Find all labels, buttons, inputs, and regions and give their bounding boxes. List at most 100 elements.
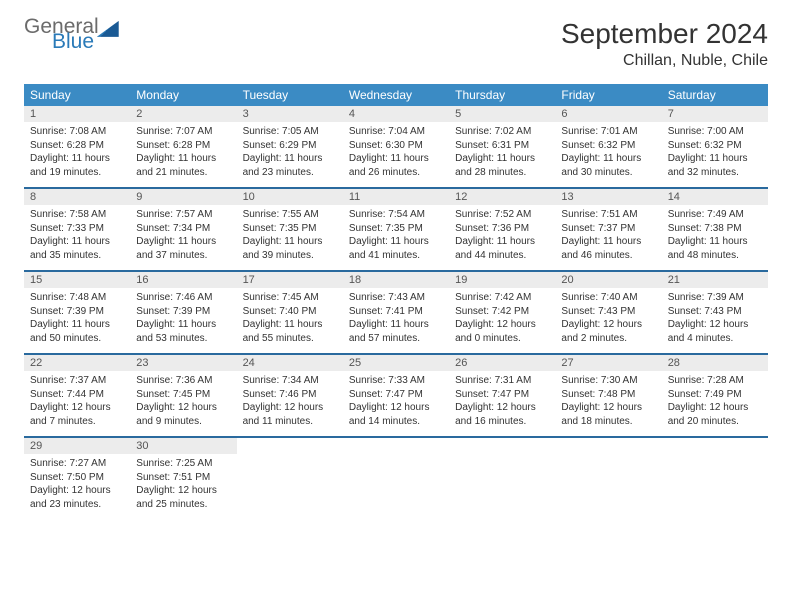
daylight-text-1: Daylight: 11 hours bbox=[668, 235, 762, 249]
daylight-text-1: Daylight: 12 hours bbox=[455, 401, 549, 415]
day-number-cell bbox=[449, 438, 555, 454]
sunset-text: Sunset: 6:30 PM bbox=[349, 139, 443, 153]
daylight-text-1: Daylight: 12 hours bbox=[561, 318, 655, 332]
daylight-text-1: Daylight: 11 hours bbox=[243, 235, 337, 249]
day-header-monday: Monday bbox=[130, 84, 236, 106]
sunrise-text: Sunrise: 7:40 AM bbox=[561, 291, 655, 305]
sunset-text: Sunset: 7:39 PM bbox=[30, 305, 124, 319]
sunset-text: Sunset: 7:34 PM bbox=[136, 222, 230, 236]
day-number-cell: 1 bbox=[24, 106, 130, 122]
sunrise-text: Sunrise: 7:48 AM bbox=[30, 291, 124, 305]
day-content-row: Sunrise: 7:08 AMSunset: 6:28 PM Daylight:… bbox=[24, 122, 768, 188]
sunset-text: Sunset: 7:43 PM bbox=[668, 305, 762, 319]
sunset-text: Sunset: 7:36 PM bbox=[455, 222, 549, 236]
sunrise-text: Sunrise: 7:01 AM bbox=[561, 125, 655, 139]
sunrise-text: Sunrise: 7:54 AM bbox=[349, 208, 443, 222]
daylight-text-2: and 14 minutes. bbox=[349, 415, 443, 429]
daylight-text-1: Daylight: 11 hours bbox=[136, 318, 230, 332]
sunrise-text: Sunrise: 7:55 AM bbox=[243, 208, 337, 222]
daylight-text-2: and 44 minutes. bbox=[455, 249, 549, 263]
sunset-text: Sunset: 7:41 PM bbox=[349, 305, 443, 319]
daylight-text-2: and 19 minutes. bbox=[30, 166, 124, 180]
sunrise-text: Sunrise: 7:46 AM bbox=[136, 291, 230, 305]
day-content-cell: Sunrise: 7:40 AMSunset: 7:43 PMDaylight:… bbox=[555, 288, 661, 354]
daylight-text-1: Daylight: 12 hours bbox=[136, 484, 230, 498]
sunset-text: Sunset: 6:32 PM bbox=[668, 139, 762, 153]
daylight-text-2: and 48 minutes. bbox=[668, 249, 762, 263]
daylight-text-2: and 28 minutes. bbox=[455, 166, 549, 180]
day-number-cell bbox=[555, 438, 661, 454]
day-content-cell: Sunrise: 7:42 AMSunset: 7:42 PMDaylight:… bbox=[449, 288, 555, 354]
day-content-cell: Sunrise: 7:01 AMSunset: 6:32 PMDaylight:… bbox=[555, 122, 661, 188]
daylight-text-2: and 18 minutes. bbox=[561, 415, 655, 429]
daylight-text-2: and 55 minutes. bbox=[243, 332, 337, 346]
day-content-cell: Sunrise: 7:07 AMSunset: 6:28 PMDaylight:… bbox=[130, 122, 236, 188]
day-header-tuesday: Tuesday bbox=[237, 84, 343, 106]
title-block: September 2024 Chillan, Nuble, Chile bbox=[561, 18, 768, 70]
daylight-text-2: and 32 minutes. bbox=[668, 166, 762, 180]
day-header-wednesday: Wednesday bbox=[343, 84, 449, 106]
day-number-cell: 22 bbox=[24, 355, 130, 371]
sunrise-text: Sunrise: 7:08 AM bbox=[30, 125, 124, 139]
day-content-cell: Sunrise: 7:54 AMSunset: 7:35 PMDaylight:… bbox=[343, 205, 449, 271]
daylight-text-1: Daylight: 11 hours bbox=[30, 318, 124, 332]
daylight-text-2: and 57 minutes. bbox=[349, 332, 443, 346]
daylight-text-2: and 37 minutes. bbox=[136, 249, 230, 263]
sunrise-text: Sunrise: 7:27 AM bbox=[30, 457, 124, 471]
location-label: Chillan, Nuble, Chile bbox=[561, 52, 768, 70]
day-content-cell: Sunrise: 7:28 AMSunset: 7:49 PMDaylight:… bbox=[662, 371, 768, 437]
day-content-cell: Sunrise: 7:45 AMSunset: 7:40 PMDaylight:… bbox=[237, 288, 343, 354]
daylight-text-2: and 53 minutes. bbox=[136, 332, 230, 346]
day-content-cell: Sunrise: 7:08 AMSunset: 6:28 PMDaylight:… bbox=[24, 122, 130, 188]
sunrise-text: Sunrise: 7:42 AM bbox=[455, 291, 549, 305]
day-number-cell: 25 bbox=[343, 355, 449, 371]
sunset-text: Sunset: 7:39 PM bbox=[136, 305, 230, 319]
sunrise-text: Sunrise: 7:02 AM bbox=[455, 125, 549, 139]
day-content-cell: Sunrise: 7:57 AMSunset: 7:34 PMDaylight:… bbox=[130, 205, 236, 271]
day-number-cell: 14 bbox=[662, 189, 768, 205]
day-content-row: Sunrise: 7:58 AMSunset: 7:33 PMDaylight:… bbox=[24, 205, 768, 271]
day-content-cell: Sunrise: 7:05 AMSunset: 6:29 PMDaylight:… bbox=[237, 122, 343, 188]
sunrise-text: Sunrise: 7:57 AM bbox=[136, 208, 230, 222]
daylight-text-2: and 25 minutes. bbox=[136, 498, 230, 512]
page-header: General Blue September 2024 Chillan, Nub… bbox=[24, 18, 768, 70]
day-number-cell: 20 bbox=[555, 272, 661, 288]
day-content-cell bbox=[662, 454, 768, 519]
sunrise-text: Sunrise: 7:37 AM bbox=[30, 374, 124, 388]
sunrise-text: Sunrise: 7:31 AM bbox=[455, 374, 549, 388]
day-header-row: Sunday Monday Tuesday Wednesday Thursday… bbox=[24, 84, 768, 106]
daylight-text-2: and 30 minutes. bbox=[561, 166, 655, 180]
day-number-cell: 8 bbox=[24, 189, 130, 205]
day-content-cell: Sunrise: 7:51 AMSunset: 7:37 PMDaylight:… bbox=[555, 205, 661, 271]
day-header-sunday: Sunday bbox=[24, 84, 130, 106]
daylight-text-2: and 41 minutes. bbox=[349, 249, 443, 263]
sunset-text: Sunset: 6:28 PM bbox=[30, 139, 124, 153]
daylight-text-1: Daylight: 11 hours bbox=[136, 235, 230, 249]
sunset-text: Sunset: 7:35 PM bbox=[243, 222, 337, 236]
daylight-text-1: Daylight: 12 hours bbox=[136, 401, 230, 415]
day-header-thursday: Thursday bbox=[449, 84, 555, 106]
day-number-cell: 15 bbox=[24, 272, 130, 288]
day-content-cell: Sunrise: 7:48 AMSunset: 7:39 PMDaylight:… bbox=[24, 288, 130, 354]
day-number-cell: 19 bbox=[449, 272, 555, 288]
daylight-text-1: Daylight: 11 hours bbox=[30, 235, 124, 249]
daylight-text-1: Daylight: 11 hours bbox=[455, 235, 549, 249]
sunset-text: Sunset: 7:51 PM bbox=[136, 471, 230, 485]
sunset-text: Sunset: 6:29 PM bbox=[243, 139, 337, 153]
day-number-cell: 9 bbox=[130, 189, 236, 205]
daylight-text-1: Daylight: 12 hours bbox=[668, 401, 762, 415]
sunrise-text: Sunrise: 7:00 AM bbox=[668, 125, 762, 139]
daylight-text-1: Daylight: 11 hours bbox=[243, 152, 337, 166]
sunrise-text: Sunrise: 7:36 AM bbox=[136, 374, 230, 388]
daylight-text-2: and 50 minutes. bbox=[30, 332, 124, 346]
daylight-text-2: and 23 minutes. bbox=[30, 498, 124, 512]
sunrise-text: Sunrise: 7:30 AM bbox=[561, 374, 655, 388]
daylight-text-1: Daylight: 11 hours bbox=[349, 235, 443, 249]
day-number-cell: 5 bbox=[449, 106, 555, 122]
day-number-cell: 18 bbox=[343, 272, 449, 288]
day-number-row: 891011121314 bbox=[24, 189, 768, 205]
month-title: September 2024 bbox=[561, 18, 768, 50]
daylight-text-1: Daylight: 12 hours bbox=[349, 401, 443, 415]
sunset-text: Sunset: 6:32 PM bbox=[561, 139, 655, 153]
day-number-cell: 7 bbox=[662, 106, 768, 122]
